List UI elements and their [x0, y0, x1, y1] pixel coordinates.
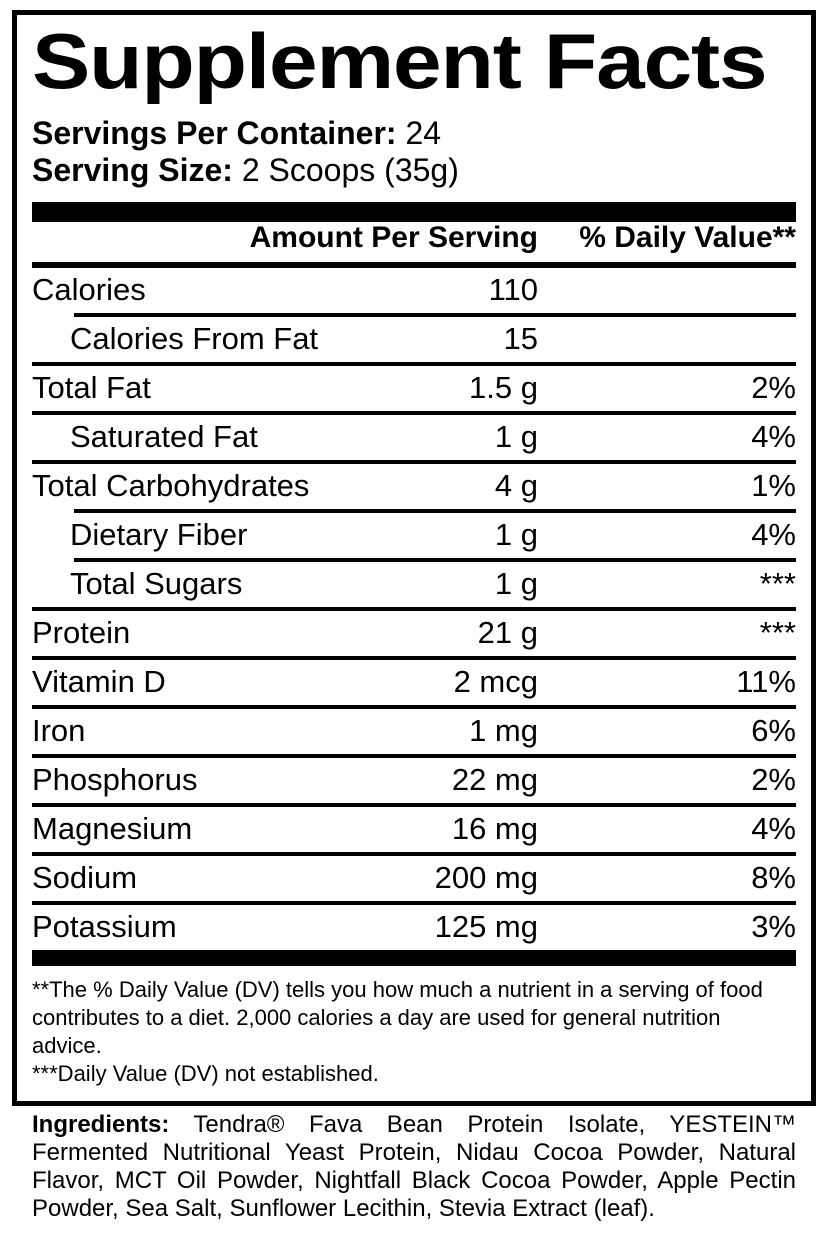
row-separator — [74, 508, 796, 513]
row-separator — [32, 900, 796, 905]
serving-size: Serving Size: 2 Scoops (35g) — [32, 152, 796, 189]
row-separator — [32, 704, 796, 709]
ingredients-label: Ingredients: — [32, 1111, 170, 1138]
row-separator — [32, 753, 796, 758]
nutrient-amount: 1 mg — [469, 713, 538, 749]
table-row: Dietary Fiber 1 g 4% — [32, 513, 796, 558]
nutrient-daily-value: 3% — [751, 909, 796, 945]
row-separator — [74, 557, 796, 562]
nutrient-daily-value: *** — [759, 566, 796, 602]
serving-info: Servings Per Container: 24 Serving Size:… — [32, 115, 796, 189]
table-header: Amount Per Serving % Daily Value** — [32, 220, 796, 268]
table-row: Potassium 125 mg 3% — [32, 905, 796, 950]
table-row: Phosphorus 22 mg 2% — [32, 758, 796, 803]
nutrient-amount: 1 g — [494, 566, 538, 602]
nutrient-label: Vitamin D — [32, 664, 166, 700]
nutrient-amount: 16 mg — [451, 811, 538, 847]
footnotes: **The % Daily Value (DV) tells you how m… — [32, 976, 796, 1088]
ingredients-text: Tendra® Fava Bean Protein Isolate, YESTE… — [32, 1111, 796, 1222]
nutrient-daily-value: 2% — [751, 762, 796, 798]
table-row: Iron 1 mg 6% — [32, 709, 796, 754]
row-separator — [32, 851, 796, 856]
row-separator — [32, 802, 796, 807]
daily-value-footnote: **The % Daily Value (DV) tells you how m… — [32, 976, 763, 1058]
nutrient-label: Phosphorus — [32, 762, 198, 798]
nutrient-label: Calories From Fat — [70, 321, 319, 357]
nutrient-label: Magnesium — [32, 811, 193, 847]
serving-size-value: 2 Scoops (35g) — [241, 151, 459, 188]
table-row: Total Sugars 1 g *** — [32, 562, 796, 607]
nutrient-daily-value: 4% — [751, 419, 796, 455]
nutrient-amount: 1 g — [494, 517, 538, 553]
nutrient-label: Iron — [32, 713, 86, 749]
nutrient-amount: 21 g — [477, 615, 538, 651]
nutrient-label: Protein — [32, 615, 131, 651]
row-separator — [32, 361, 796, 366]
servings-per-container-value: 24 — [405, 114, 442, 151]
nutrient-label: Total Fat — [32, 370, 151, 406]
nutrient-daily-value: 2% — [751, 370, 796, 406]
row-separator — [74, 312, 796, 317]
row-separator — [32, 410, 796, 415]
section-bar-top — [32, 201, 796, 222]
nutrient-label: Total Sugars — [70, 566, 243, 602]
nutrient-label: Potassium — [32, 909, 177, 945]
row-separator — [32, 459, 796, 464]
table-row: Calories 110 — [32, 268, 796, 313]
servings-per-container-label: Servings Per Container: — [32, 114, 397, 151]
table-row: Calories From Fat 15 — [32, 317, 796, 362]
nutrient-daily-value: 1% — [751, 468, 796, 504]
servings-per-container: Servings Per Container: 24 — [32, 115, 796, 152]
supplement-facts-label: Supplement Facts Servings Per Container:… — [12, 10, 816, 1106]
section-bar-bottom — [32, 949, 796, 966]
nutrient-label: Sodium — [32, 860, 138, 896]
table-row: Protein 21 g *** — [32, 611, 796, 656]
table-row: Total Fat 1.5 g 2% — [32, 366, 796, 411]
nutrient-daily-value: 6% — [751, 713, 796, 749]
not-established-footnote: ***Daily Value (DV) not established. — [32, 1060, 379, 1086]
nutrient-amount: 110 — [488, 272, 538, 308]
nutrient-label: Total Carbohydrates — [32, 468, 310, 504]
nutrient-amount: 200 mg — [434, 860, 538, 896]
nutrient-amount: 15 — [503, 321, 538, 357]
nutrient-amount: 1 g — [494, 419, 538, 455]
nutrient-daily-value: 11% — [736, 664, 796, 700]
table-row: Magnesium 16 mg 4% — [32, 807, 796, 852]
nutrient-amount: 125 mg — [434, 909, 538, 945]
label-title: Supplement Facts — [32, 17, 768, 105]
column-header-amount: Amount Per Serving — [249, 220, 538, 254]
nutrient-label: Dietary Fiber — [70, 517, 248, 553]
column-header-daily-value: % Daily Value** — [579, 220, 796, 254]
nutrient-amount: 1.5 g — [469, 370, 538, 406]
nutrient-daily-value: 8% — [751, 860, 796, 896]
row-separator — [32, 606, 796, 611]
row-separator — [32, 655, 796, 660]
table-row: Vitamin D 2 mcg 11% — [32, 660, 796, 705]
ingredients-paragraph: Ingredients: Tendra® Fava Bean Protein I… — [32, 1111, 796, 1223]
nutrient-rows: Calories 110 Calories From Fat 15 Total … — [32, 268, 796, 950]
table-row: Total Carbohydrates 4 g 1% — [32, 464, 796, 509]
nutrient-label: Saturated Fat — [70, 419, 258, 455]
nutrient-amount: 4 g — [494, 468, 538, 504]
nutrient-label: Calories — [32, 272, 146, 308]
serving-size-label: Serving Size: — [32, 151, 233, 188]
table-row: Saturated Fat 1 g 4% — [32, 415, 796, 460]
nutrient-amount: 22 mg — [451, 762, 538, 798]
table-row: Sodium 200 mg 8% — [32, 856, 796, 901]
nutrient-daily-value: 4% — [751, 517, 796, 553]
nutrient-daily-value: *** — [759, 615, 796, 651]
nutrient-amount: 2 mcg — [453, 664, 538, 700]
nutrient-daily-value: 4% — [751, 811, 796, 847]
